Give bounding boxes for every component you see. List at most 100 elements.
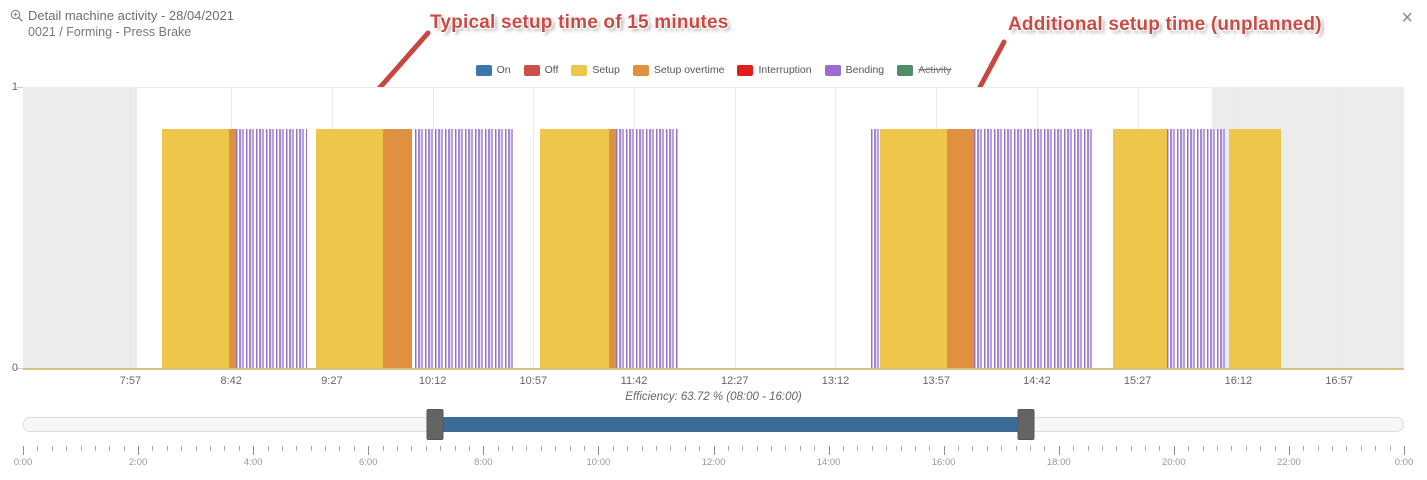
ruler-tick bbox=[37, 446, 39, 451]
ruler-tick bbox=[109, 446, 111, 451]
x-tick-label: 10:12 bbox=[418, 375, 447, 387]
ruler-tick bbox=[814, 446, 816, 451]
ruler-tick bbox=[1073, 446, 1075, 451]
ruler-tick bbox=[94, 446, 96, 451]
ruler-tick bbox=[1145, 446, 1147, 451]
activity-segment-bending[interactable] bbox=[616, 129, 679, 369]
range-slider-selection[interactable] bbox=[434, 417, 1026, 432]
legend-item-interruption[interactable]: Interruption bbox=[737, 64, 812, 76]
ruler-tick bbox=[411, 446, 413, 451]
ruler-tick-label: 10:00 bbox=[586, 457, 611, 468]
ruler-tick bbox=[555, 446, 557, 451]
activity-segment-setup[interactable] bbox=[1113, 129, 1167, 369]
range-slider-track[interactable] bbox=[23, 409, 1404, 440]
activity-segment-overtime[interactable] bbox=[228, 129, 236, 369]
x-gridline bbox=[1339, 87, 1341, 369]
ruler-tick bbox=[526, 446, 528, 451]
activity-segment-overtime[interactable] bbox=[383, 129, 413, 369]
legend-swatch bbox=[475, 64, 492, 76]
ruler-tick bbox=[1116, 446, 1118, 451]
ruler-tick bbox=[1058, 446, 1060, 455]
ruler-tick bbox=[713, 446, 715, 455]
x-tick-label: 16:12 bbox=[1224, 375, 1253, 387]
ruler-tick bbox=[80, 446, 82, 451]
y-tick-min bbox=[17, 368, 23, 369]
range-slider-handle-right[interactable] bbox=[1017, 409, 1035, 440]
annotation-typical-setup: Typical setup time of 15 minutes bbox=[430, 12, 729, 33]
ruler-tick bbox=[1404, 446, 1405, 455]
ruler-tick bbox=[670, 446, 672, 451]
legend-item-bending[interactable]: Bending bbox=[824, 64, 884, 76]
ruler-tick bbox=[569, 446, 571, 451]
activity-segment-bending[interactable] bbox=[871, 129, 881, 369]
ruler-tick bbox=[727, 446, 729, 451]
ruler-tick bbox=[310, 446, 312, 451]
ruler-tick bbox=[1303, 446, 1305, 451]
efficiency-label: Efficiency: 63.72 % (08:00 - 16:00) bbox=[625, 391, 802, 403]
ruler-tick bbox=[627, 446, 629, 451]
activity-segment-setup[interactable] bbox=[316, 129, 384, 369]
ruler-tick bbox=[66, 446, 68, 451]
ruler-tick bbox=[368, 446, 370, 455]
ruler-tick-label: 2:00 bbox=[128, 457, 148, 468]
legend-swatch bbox=[523, 64, 540, 76]
activity-segment-bending[interactable] bbox=[235, 129, 308, 369]
x-tick-label: 13:57 bbox=[922, 375, 950, 387]
x-tick-label: 9:27 bbox=[321, 375, 343, 387]
legend-item-on[interactable]: On bbox=[475, 64, 511, 76]
activity-segment-setup[interactable] bbox=[161, 129, 229, 369]
ruler-tick bbox=[871, 446, 873, 451]
activity-segment-setup[interactable] bbox=[1229, 129, 1281, 369]
ruler-tick bbox=[1346, 446, 1348, 451]
legend-swatch bbox=[824, 64, 841, 76]
ruler-tick bbox=[986, 446, 988, 451]
ruler-tick bbox=[1044, 446, 1046, 451]
ruler-tick bbox=[23, 446, 24, 455]
legend-item-label: Setup overtime bbox=[653, 64, 725, 76]
page-title: Detail machine activity - 28/04/2021 bbox=[28, 8, 234, 23]
activity-segment-overtime[interactable] bbox=[947, 129, 975, 369]
ruler-tick bbox=[138, 446, 140, 455]
ruler-tick bbox=[1087, 446, 1089, 451]
legend-item-activity[interactable]: Activity bbox=[897, 64, 951, 76]
y-axis-label-max: 1 bbox=[11, 81, 18, 93]
close-icon[interactable]: × bbox=[1401, 7, 1413, 29]
ruler-tick bbox=[612, 446, 614, 451]
legend-item-label: Off bbox=[544, 64, 559, 76]
ruler-tick-label: 6:00 bbox=[359, 457, 378, 468]
ruler-tick bbox=[210, 446, 211, 451]
activity-segment-bending[interactable] bbox=[414, 129, 514, 369]
ruler-tick bbox=[152, 446, 154, 451]
ruler-tick bbox=[1375, 446, 1377, 451]
ruler-tick bbox=[929, 446, 931, 451]
ruler-tick bbox=[166, 446, 168, 451]
ruler-tick bbox=[958, 446, 960, 451]
activity-segment-setup[interactable] bbox=[540, 129, 610, 369]
y-gridline-max bbox=[23, 87, 1404, 88]
range-slider-handle-left[interactable] bbox=[426, 409, 444, 440]
x-tick-label: 12:27 bbox=[720, 375, 749, 387]
ruler-tick bbox=[1015, 446, 1017, 451]
ruler-tick bbox=[1317, 446, 1319, 451]
ruler-tick bbox=[584, 446, 586, 451]
ruler-tick bbox=[382, 446, 384, 451]
ruler-tick bbox=[1389, 446, 1391, 451]
activity-segment-setup[interactable] bbox=[880, 129, 948, 369]
ruler-tick bbox=[1159, 446, 1161, 451]
legend-item-setup-overtime[interactable]: Setup overtime bbox=[632, 64, 725, 76]
ruler-tick bbox=[1231, 446, 1233, 451]
ruler-tick bbox=[238, 446, 240, 451]
ruler-tick bbox=[900, 446, 902, 451]
activity-segment-overtime[interactable] bbox=[609, 129, 617, 369]
activity-segment-bending[interactable] bbox=[974, 129, 1093, 369]
activity-segment-bending[interactable] bbox=[1166, 129, 1225, 369]
x-gridline bbox=[130, 87, 132, 369]
ruler-tick bbox=[943, 446, 945, 455]
ruler-tick bbox=[181, 446, 183, 451]
y-axis-label-min: 0 bbox=[11, 362, 18, 374]
x-tick-label: 14:42 bbox=[1023, 375, 1051, 387]
chart-plot: 1 0 7:57 8:42 9:27 10:12 10:57 11:42 12:27 13:1… bbox=[12, 81, 1404, 387]
legend-item-off[interactable]: Off bbox=[523, 64, 559, 76]
legend-item-setup[interactable]: Setup bbox=[571, 64, 620, 76]
